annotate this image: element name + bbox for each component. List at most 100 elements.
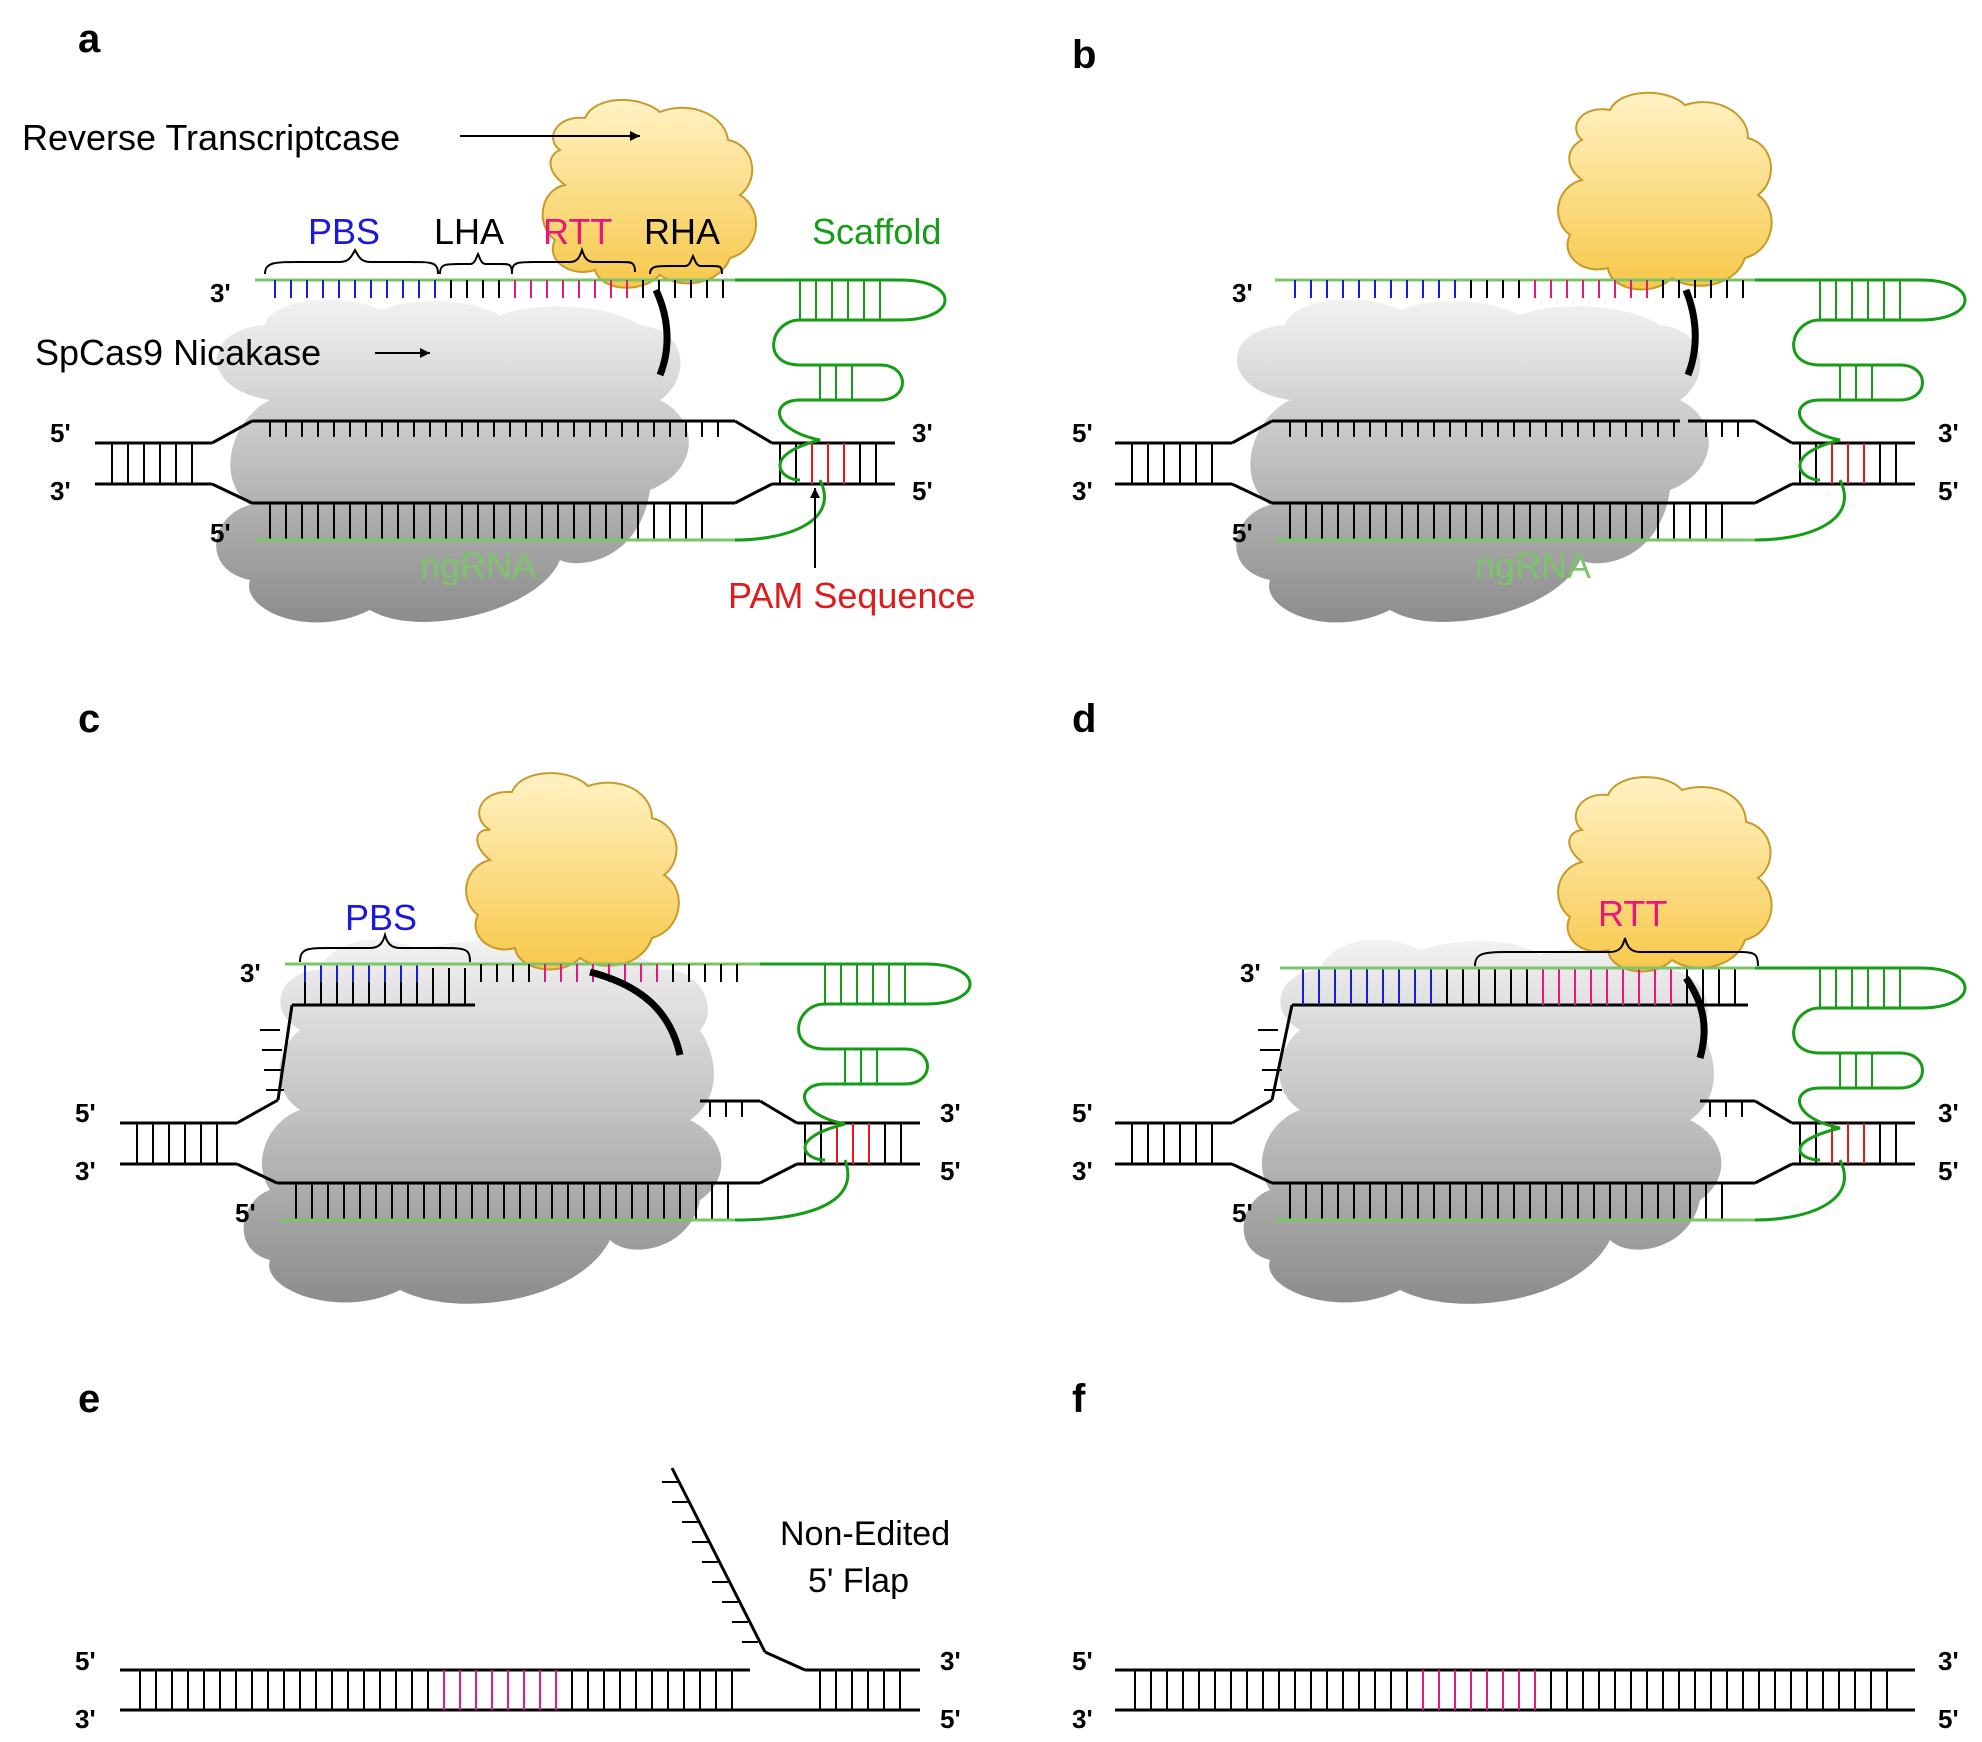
- label-pam: PAM Sequence: [728, 575, 975, 616]
- pbs-brace: [299, 931, 471, 963]
- rtt-ticks: [1534, 280, 1648, 298]
- panel-letter-d: d: [1072, 697, 1096, 741]
- reverse-transcriptase-cloud: [1557, 776, 1773, 973]
- label-lha: LHA: [434, 211, 504, 252]
- basepair-ticks: [139, 1481, 901, 1710]
- label-rtt: RTT: [543, 211, 612, 252]
- end-top-left: 5': [75, 1098, 96, 1128]
- cas9-cloud: [1236, 299, 1709, 623]
- panel-letter-b: b: [1072, 33, 1096, 77]
- panel-letter-f: f: [1072, 1377, 1086, 1421]
- pam-ticks: [811, 443, 845, 484]
- edit-ticks: [1422, 1670, 1536, 1710]
- pbs-ticks: [1302, 968, 1432, 1005]
- panel-e: e Non-Edited 5' Flap 5' 3' 3' 5': [75, 1377, 961, 1734]
- lha-ticks: [450, 280, 500, 298]
- panel-letter-e: e: [78, 1377, 100, 1421]
- end-bottom-left: 3': [1072, 1704, 1093, 1734]
- label-pbs: PBS: [345, 897, 417, 938]
- rtt-ticks: [1470, 280, 1520, 298]
- label-ngrna: ngRNA: [1475, 545, 1591, 586]
- basepair-ticks: [1134, 1670, 1888, 1710]
- ngrna-scaffold-tail: [734, 1159, 850, 1222]
- ngrna-scaffold-tail: [734, 479, 826, 542]
- reverse-transcriptase-cloud: [1557, 91, 1773, 291]
- end-pegrna-3: 3': [1240, 958, 1261, 988]
- panel-letter-a: a: [78, 17, 101, 61]
- end-pegrna-3: 3': [210, 278, 231, 308]
- rtt-brace: [1474, 937, 1759, 967]
- rha-ticks: [1662, 280, 1744, 298]
- pam-ticks: [836, 1123, 870, 1164]
- dna-duplex: [1115, 1668, 1915, 1712]
- end-bottom-left: 3': [75, 1704, 96, 1734]
- label-scaffold: Scaffold: [812, 211, 941, 252]
- label-ngrna: ngRNA: [420, 545, 536, 586]
- end-top-right: 3': [1938, 418, 1959, 448]
- scaffold-loop: [1755, 966, 1967, 1162]
- cas9-rt-linker: [1683, 975, 1708, 1059]
- end-pegrna-3: 3': [240, 958, 261, 988]
- edit-ticks: [443, 1670, 557, 1710]
- label-rtt: RTT: [1598, 893, 1667, 934]
- scaffold-loop: [735, 278, 947, 482]
- label-reverse-transcriptase: Reverse Transcriptcase: [22, 117, 400, 158]
- ngrna-scaffold-tail: [1754, 479, 1846, 542]
- end-top-left: 5': [50, 418, 71, 448]
- panel-letter-c: c: [78, 697, 100, 741]
- panel-f: f 5' 3' 3' 5': [1072, 1377, 1959, 1734]
- end-bottom-left: 3': [75, 1156, 96, 1186]
- scaffold-stem-ticks: [799, 280, 881, 400]
- scaffold-stem-ticks: [1819, 280, 1901, 400]
- scaffold-stem-ticks: [824, 964, 906, 1084]
- end-ngrna-5: 5': [210, 518, 231, 548]
- end-ngrna-5: 5': [1232, 518, 1253, 548]
- end-top-right: 3': [912, 418, 933, 448]
- rtt-ticks: [514, 280, 628, 298]
- cas9-rt-linker: [652, 288, 671, 377]
- end-bottom-right: 5': [1938, 476, 1959, 506]
- end-bottom-right: 5': [912, 476, 933, 506]
- panel-c: c: [75, 697, 972, 1304]
- ngrna-scaffold-tail: [1754, 1159, 1846, 1222]
- end-top-right: 3': [1938, 1646, 1959, 1676]
- end-top-left: 5': [1072, 1098, 1093, 1128]
- label-pbs: PBS: [308, 211, 380, 252]
- pbs-ticks: [1294, 280, 1456, 298]
- end-top-right: 3': [940, 1098, 961, 1128]
- cas9-cloud: [243, 939, 722, 1304]
- cas9-rt-linker: [1682, 288, 1699, 377]
- panel-a: a: [22, 17, 975, 623]
- end-bottom-right: 5': [1938, 1704, 1959, 1734]
- pbs-ticks: [274, 280, 436, 298]
- cas9-cloud: [216, 299, 689, 623]
- reverse-transcriptase-cloud: [465, 772, 680, 971]
- end-bottom-left: 3': [1072, 1156, 1093, 1186]
- label-flap-line1: Non-Edited: [780, 1515, 950, 1553]
- scaffold-loop: [1755, 278, 1967, 482]
- label-flap-line2: 5' Flap: [808, 1562, 909, 1600]
- scaffold-loop: [760, 962, 972, 1162]
- rtt-ticks: [1542, 968, 1672, 1005]
- end-bottom-right: 5': [1938, 1156, 1959, 1186]
- basepair-ticks: [1131, 968, 1897, 1219]
- pbs-ticks: [304, 964, 418, 982]
- end-bottom-right: 5': [940, 1704, 961, 1734]
- scaffold-stem-ticks: [1819, 968, 1901, 1088]
- cas9-rt-linker: [589, 968, 684, 1056]
- end-ngrna-5: 5': [235, 1198, 256, 1228]
- end-top-left: 5': [1072, 1646, 1093, 1676]
- end-top-right: 3': [1938, 1098, 1959, 1128]
- template-ticks: [480, 964, 738, 982]
- end-bottom-right: 5': [940, 1156, 961, 1186]
- region-braces: [264, 246, 723, 275]
- end-top-left: 5': [1072, 418, 1093, 448]
- panel-b: b: [1072, 33, 1967, 623]
- end-pegrna-3: 3': [1232, 278, 1253, 308]
- end-ngrna-5: 5': [1232, 1198, 1253, 1228]
- panel-d: d: [1072, 697, 1967, 1304]
- end-top-right: 3': [940, 1646, 961, 1676]
- end-bottom-left: 3': [50, 476, 71, 506]
- end-bottom-left: 3': [1072, 476, 1093, 506]
